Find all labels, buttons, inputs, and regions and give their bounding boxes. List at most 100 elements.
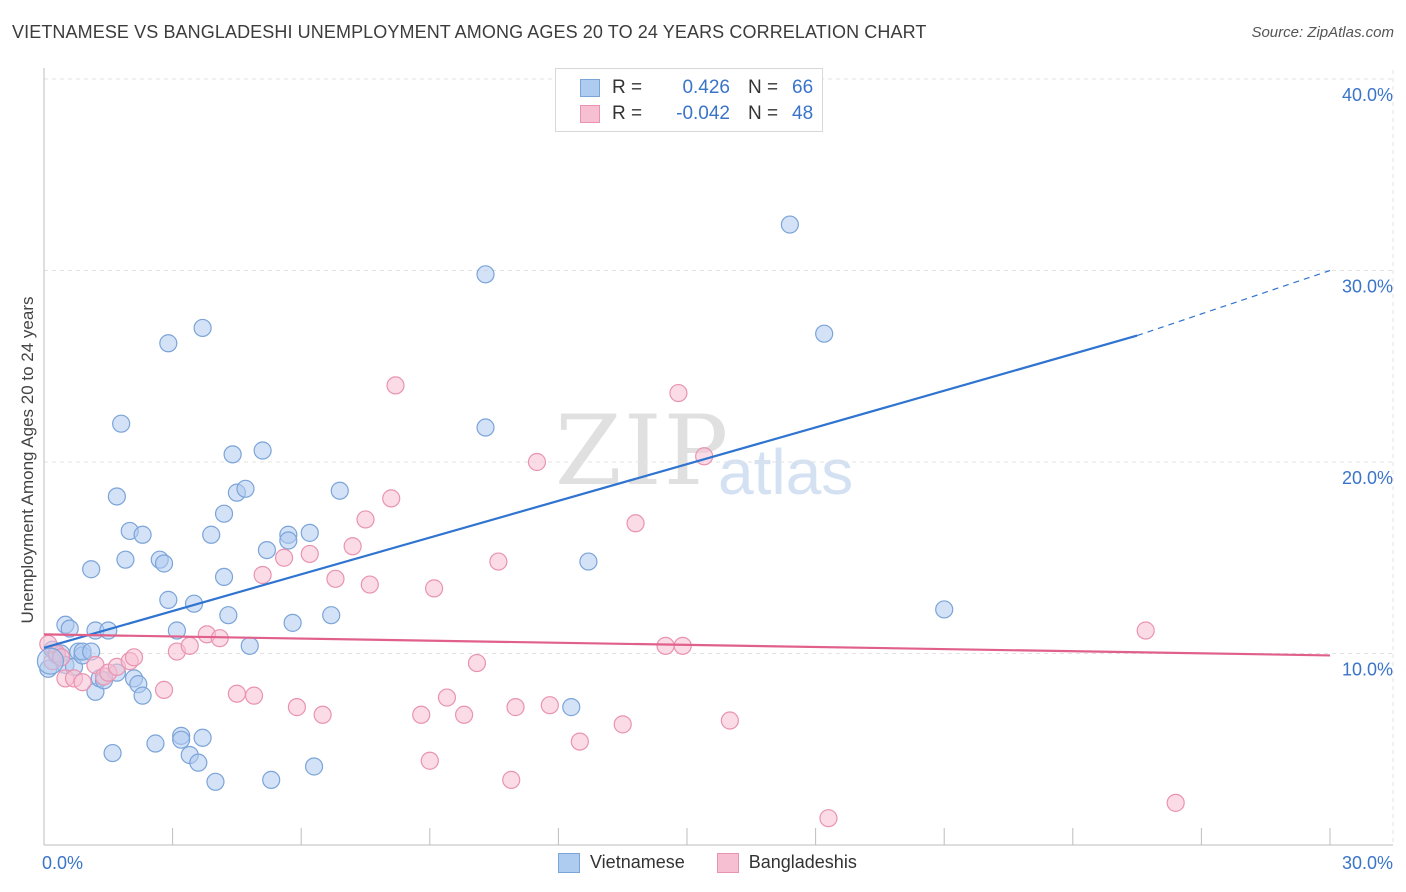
point-bangladeshis: [540, 696, 559, 715]
series-legend: Vietnamese Bangladeshis: [558, 852, 889, 873]
legend-item-vietnamese[interactable]: Vietnamese: [558, 852, 685, 873]
point-bangladeshis: [287, 698, 307, 717]
x-tick-label: 0.0%: [42, 853, 83, 873]
point-bangladeshis: [613, 715, 632, 734]
legend-n-label: N =: [748, 103, 779, 124]
point-bangladeshis: [386, 376, 405, 395]
legend-label-vietnamese: Vietnamese: [590, 852, 685, 872]
point-vietnamese: [116, 550, 135, 569]
legend-n-value-bangladeshis: 48: [792, 103, 814, 124]
point-bangladeshis: [253, 565, 272, 585]
point-bangladeshis: [437, 688, 457, 707]
point-vietnamese: [193, 318, 212, 338]
point-vietnamese-cluster: [36, 647, 65, 675]
point-bangladeshis: [424, 579, 444, 598]
point-vietnamese: [189, 753, 208, 772]
point-vietnamese: [330, 481, 349, 500]
chart-title: VIETNAMESE VS BANGLADESHI UNEMPLOYMENT A…: [12, 22, 927, 42]
correlation-legend: R = 0.426 N = 66 R = -0.042 N = 48: [555, 68, 823, 132]
legend-swatch-vietnamese: [558, 852, 580, 873]
legend-swatch-vietnamese: [580, 79, 600, 97]
point-vietnamese: [219, 606, 238, 625]
point-bangladeshis: [527, 452, 547, 472]
point-bangladeshis: [274, 548, 294, 567]
point-vietnamese: [184, 594, 204, 613]
point-vietnamese: [214, 504, 234, 523]
point-bangladeshis: [420, 751, 439, 770]
point-vietnamese: [159, 334, 178, 353]
point-vietnamese: [780, 215, 799, 234]
point-bangladeshis: [502, 770, 521, 789]
point-bangladeshis: [356, 510, 375, 529]
point-vietnamese: [206, 772, 225, 791]
point-vietnamese: [815, 324, 834, 343]
y-tick-label: 40.0%: [1342, 85, 1393, 105]
legend-r-value-vietnamese: 0.426: [682, 77, 730, 98]
point-vietnamese: [279, 531, 298, 550]
legend-row-bangladeshis: R = -0.042 N = 48: [580, 103, 813, 125]
point-bangladeshis: [1166, 793, 1185, 812]
point-bangladeshis: [626, 514, 645, 533]
point-vietnamese: [253, 441, 272, 460]
point-bangladeshis: [300, 544, 319, 564]
point-bangladeshis: [180, 636, 199, 655]
point-vietnamese: [300, 523, 319, 542]
point-vietnamese: [304, 757, 324, 776]
legend-row-vietnamese: R = 0.426 N = 66: [580, 77, 813, 99]
point-bangladeshis: [669, 383, 688, 403]
point-vietnamese: [257, 540, 277, 560]
trendline-bangladeshis: [43, 633, 1331, 657]
point-vietnamese: [146, 734, 165, 753]
legend-swatch-bangladeshis: [580, 105, 600, 123]
point-vietnamese: [172, 730, 191, 749]
point-bangladeshis: [382, 489, 401, 508]
point-bangladeshis: [124, 648, 144, 667]
legend-n-value-vietnamese: 66: [792, 77, 814, 98]
legend-r-value-bangladeshis: -0.042: [676, 103, 730, 124]
point-vietnamese: [562, 698, 581, 717]
source-label: Source: ZipAtlas.com: [1251, 24, 1394, 41]
y-tick-label: 10.0%: [1342, 660, 1393, 680]
point-bangladeshis: [454, 705, 474, 724]
point-vietnamese: [214, 567, 234, 587]
point-bangladeshis: [1136, 621, 1155, 640]
point-vietnamese: [476, 418, 495, 437]
point-bangladeshis: [73, 673, 92, 692]
point-bangladeshis: [656, 636, 675, 655]
point-vietnamese: [167, 621, 186, 640]
point-bangladeshis: [360, 575, 379, 594]
point-vietnamese: [476, 265, 495, 284]
point-vietnamese: [133, 525, 152, 544]
point-bangladeshis: [313, 705, 332, 724]
point-vietnamese: [283, 613, 302, 632]
trendline-vietnamese: [43, 334, 1138, 649]
legend-n-label: N =: [748, 77, 779, 98]
point-vietnamese: [103, 743, 122, 763]
point-vietnamese: [202, 525, 221, 544]
point-bangladeshis: [506, 698, 525, 717]
point-bangladeshis: [343, 537, 362, 556]
point-vietnamese: [60, 619, 79, 638]
y-tick-label: 20.0%: [1342, 468, 1393, 488]
point-bangladeshis: [227, 684, 246, 703]
point-vietnamese: [133, 686, 152, 705]
point-vietnamese: [223, 445, 242, 464]
point-vietnamese: [240, 636, 259, 655]
legend-item-bangladeshis[interactable]: Bangladeshis: [716, 852, 857, 873]
point-bangladeshis: [489, 552, 508, 571]
point-vietnamese: [159, 590, 178, 609]
point-bangladeshis: [326, 569, 345, 588]
point-vietnamese: [154, 554, 174, 573]
point-bangladeshis: [244, 686, 264, 705]
point-vietnamese: [107, 487, 126, 506]
point-bangladeshis: [819, 809, 838, 828]
point-vietnamese: [112, 414, 131, 433]
legend-r-label: R =: [612, 77, 643, 98]
legend-label-bangladeshis: Bangladeshis: [748, 852, 857, 872]
point-vietnamese: [82, 560, 101, 579]
x-tick-label: 30.0%: [1342, 853, 1393, 873]
legend-r-label: R =: [612, 103, 643, 124]
point-vietnamese: [262, 770, 281, 789]
point-bangladeshis: [467, 653, 487, 673]
